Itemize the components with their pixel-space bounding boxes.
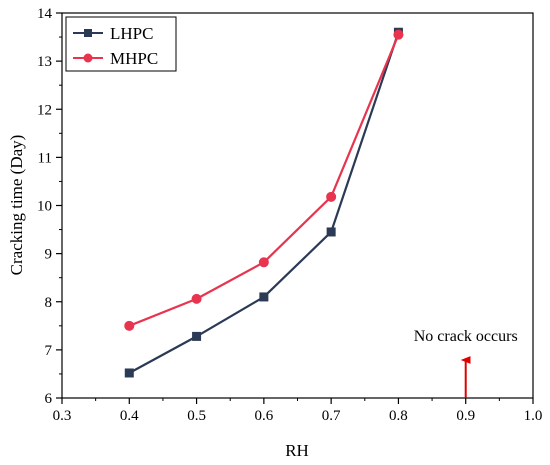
annotation: No crack occurs (414, 328, 518, 398)
x-tick-label: 0.5 (187, 408, 206, 424)
y-tick-label: 14 (37, 6, 53, 22)
data-point-mhpc (326, 191, 337, 202)
data-point-lhpc (124, 368, 134, 378)
y-tick-label: 8 (45, 295, 53, 311)
x-tick-label: 0.7 (322, 408, 341, 424)
y-tick-label: 12 (37, 102, 52, 118)
y-tick-label: 10 (37, 199, 52, 215)
y-tick-label: 11 (38, 150, 52, 166)
y-tick-label: 7 (45, 343, 53, 359)
x-tick-label: 0.4 (120, 408, 139, 424)
data-point-mhpc (124, 320, 135, 331)
y-axis-title: Cracking time (Day) (7, 135, 26, 276)
y-tick-label: 9 (45, 247, 53, 263)
legend: LHPC MHPC (65, 16, 177, 72)
data-point-mhpc (393, 29, 404, 40)
series-line-mhpc (128, 34, 400, 327)
series-layer (124, 27, 404, 378)
x-axis-ticks: 0.3 0.4 0.5 0.6 0.7 0.8 0.9 1.0 (53, 398, 543, 424)
data-point-lhpc (259, 292, 269, 302)
data-point-lhpc (326, 227, 336, 237)
annotation-no-crack-text: No crack occurs (414, 328, 518, 345)
data-point-lhpc (192, 331, 202, 341)
y-tick-label: 13 (37, 54, 52, 70)
legend-label-lhpc: LHPC (110, 24, 153, 43)
data-point-mhpc (258, 257, 269, 268)
x-tick-label: 1.0 (524, 408, 543, 424)
x-tick-label: 0.6 (254, 408, 273, 424)
series-line-lhpc (128, 31, 400, 374)
y-axis-ticks: 6 7 8 9 10 11 12 13 14 (37, 6, 62, 407)
legend-marker-lhpc (84, 29, 92, 37)
x-tick-label: 0.3 (53, 408, 72, 424)
x-tick-label: 0.9 (456, 408, 475, 424)
legend-marker-mhpc (83, 53, 93, 63)
x-axis-title: RH (285, 441, 309, 460)
legend-box (65, 16, 177, 72)
x-tick-label: 0.8 (389, 408, 408, 424)
y-tick-label: 6 (45, 391, 53, 407)
data-point-mhpc (191, 293, 202, 304)
legend-label-mhpc: MHPC (110, 49, 158, 68)
